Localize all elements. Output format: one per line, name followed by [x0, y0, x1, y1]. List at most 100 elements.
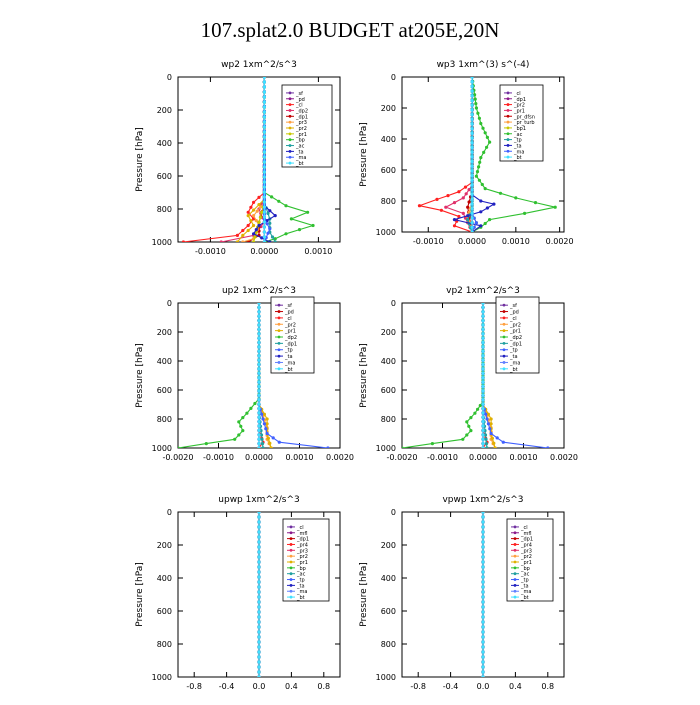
legend-marker — [506, 144, 510, 147]
series-marker — [257, 220, 261, 224]
chart-title: vp2 1xm^2/s^3 — [446, 286, 520, 296]
y-tick-label: 800 — [381, 415, 396, 424]
series-marker — [481, 428, 485, 432]
x-tick-label: -0.0010 — [413, 237, 444, 246]
series-marker — [284, 204, 288, 208]
series-marker — [257, 570, 261, 574]
series-marker — [470, 108, 474, 112]
x-tick-label: -0.0010 — [203, 453, 234, 462]
series-marker — [262, 85, 266, 89]
series-marker — [461, 196, 465, 200]
series-marker — [481, 126, 485, 130]
y-tick-label: 400 — [381, 574, 396, 583]
series-line-dp2 — [178, 303, 260, 448]
series-marker — [402, 446, 404, 448]
legend-marker — [288, 126, 292, 130]
series-marker — [277, 440, 281, 444]
series-marker — [246, 228, 250, 233]
x-tick-label: 0.0010 — [502, 237, 530, 246]
series-marker — [257, 354, 261, 358]
series-marker — [481, 367, 485, 371]
series-marker — [481, 323, 485, 327]
legend-label: _pr3 — [295, 120, 307, 126]
series-marker — [257, 575, 261, 579]
series-marker — [470, 141, 474, 145]
legend-marker — [502, 367, 506, 371]
series-marker — [257, 424, 261, 428]
chart-title: upwp 1xm^2/s^3 — [218, 495, 299, 505]
series-marker — [259, 433, 264, 437]
series-marker — [481, 314, 485, 318]
series-marker — [241, 416, 245, 420]
series-marker — [478, 403, 482, 408]
legend-label: _bp — [295, 138, 305, 144]
series-marker — [246, 210, 250, 214]
series-marker — [470, 206, 474, 211]
legend-label: _dp1 — [284, 341, 297, 347]
legend-marker — [506, 155, 510, 159]
series-marker — [262, 170, 266, 174]
series-marker — [268, 227, 272, 231]
series-marker — [481, 665, 485, 669]
legend-label: _ac — [296, 572, 306, 578]
legend-label: _cl — [520, 525, 528, 531]
x-tick-label: -0.0010 — [195, 247, 226, 256]
plot-frame — [177, 76, 341, 243]
series-marker — [481, 565, 485, 569]
series-marker — [483, 433, 488, 437]
series-marker — [249, 219, 253, 223]
series-marker — [470, 80, 474, 84]
series-marker — [461, 437, 465, 441]
y-tick-label: 200 — [157, 541, 172, 550]
legend-label: _bt — [296, 595, 305, 601]
chart-title: up2 1xm^2/s^3 — [222, 286, 296, 296]
series-marker — [479, 224, 483, 228]
series-marker — [477, 116, 481, 120]
series-marker — [257, 420, 261, 424]
legend-marker — [289, 589, 293, 593]
series-marker — [246, 223, 250, 228]
series-marker — [235, 233, 239, 237]
y-tick-label: 800 — [381, 640, 396, 649]
legend-marker — [506, 103, 510, 106]
series-marker — [470, 174, 474, 178]
series-marker — [461, 211, 465, 215]
legend-marker — [288, 132, 292, 136]
series-marker — [262, 240, 266, 242]
legend-marker — [289, 566, 293, 570]
legend-marker — [502, 303, 506, 307]
series-marker — [257, 433, 261, 437]
series-marker — [481, 515, 485, 519]
series-marker — [265, 422, 269, 426]
legend-label: _cl — [295, 103, 303, 109]
legend-marker — [288, 144, 292, 147]
x-tick-label: 0.0000 — [458, 237, 486, 246]
legend-label: _pr1 — [284, 329, 296, 335]
series-marker — [446, 194, 450, 198]
series-marker — [477, 178, 481, 182]
legend-label: _pr4 — [520, 542, 532, 548]
x-tick-label: -0.8 — [410, 682, 426, 691]
series-marker — [235, 240, 239, 242]
legend-marker — [513, 595, 517, 599]
legend-label: _tp — [520, 578, 529, 584]
legend-marker — [502, 354, 506, 358]
legend-label: _ta — [513, 143, 522, 149]
series-marker — [262, 422, 266, 426]
series-marker — [297, 228, 302, 232]
series-marker — [257, 367, 261, 371]
series-marker — [257, 411, 261, 415]
series-marker — [262, 100, 266, 104]
series-marker — [257, 358, 261, 362]
legend-marker — [289, 595, 293, 599]
series-marker — [470, 216, 474, 220]
series-marker — [262, 130, 266, 134]
series-marker — [257, 340, 261, 345]
series-marker — [430, 442, 434, 446]
series-marker — [257, 402, 261, 406]
series-group — [257, 512, 261, 677]
series-marker — [252, 240, 256, 242]
series-marker — [253, 401, 257, 406]
series-marker — [261, 446, 265, 448]
series-marker — [277, 199, 281, 203]
